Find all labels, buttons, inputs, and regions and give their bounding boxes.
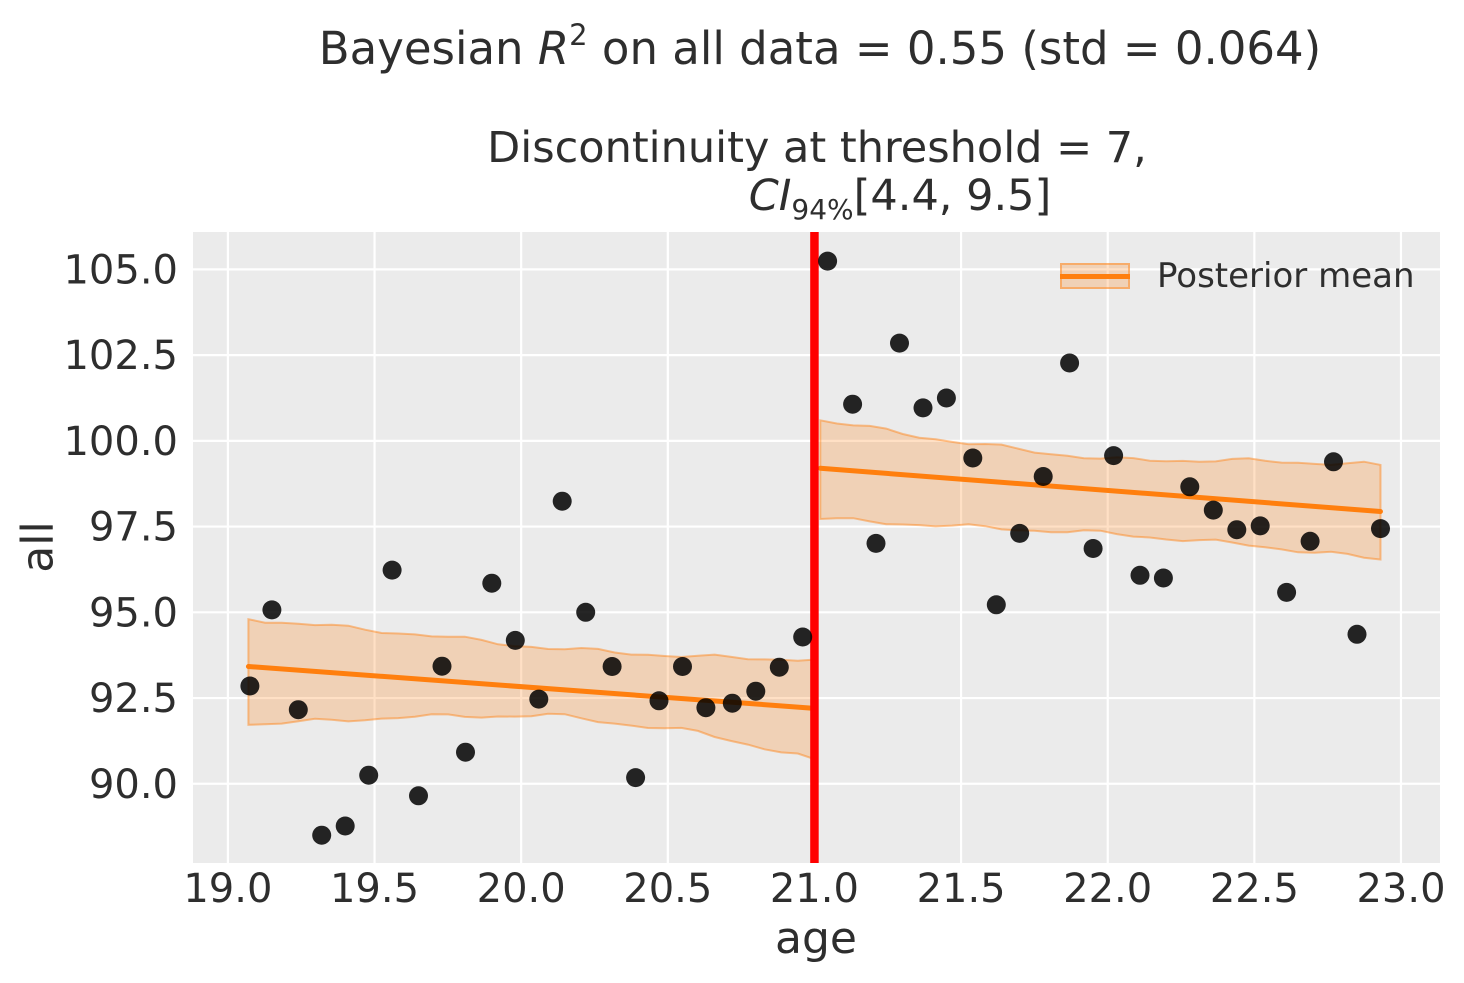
data-point xyxy=(409,786,428,806)
title-suffix: on all data = 0.55 (std = 0.064) xyxy=(587,22,1322,75)
data-point xyxy=(696,698,716,718)
x-tick-labels: 19.0 19.5 20.0 20.5 21.0 21.5 22.0 22.5 23.0 xyxy=(183,866,1445,912)
x-tick-label: 20.5 xyxy=(623,866,712,912)
subtitle-ci-line: CI94%[4.4, 9.5] xyxy=(748,171,1052,226)
data-point xyxy=(818,251,838,271)
legend: Posterior mean xyxy=(1060,252,1415,300)
data-point xyxy=(1371,519,1390,539)
title-prefix: Bayesian xyxy=(318,22,538,75)
data-point xyxy=(1060,353,1080,373)
r-squared-exponent: 2 xyxy=(569,18,588,52)
data-point xyxy=(1203,500,1223,520)
data-point xyxy=(1324,452,1343,472)
data-point xyxy=(673,657,692,676)
data-point xyxy=(626,768,646,788)
x-tick-label: 22.5 xyxy=(1210,866,1299,912)
data-point xyxy=(866,533,886,553)
data-point xyxy=(913,398,933,418)
data-point xyxy=(382,560,402,580)
chart-title: Bayesian R2 on all data = 0.55 (std = 0.… xyxy=(318,18,1322,75)
x-tick-label: 19.5 xyxy=(330,866,419,912)
x-tick-label: 22.0 xyxy=(1063,866,1152,912)
subtitle-line1: Discontinuity at threshold = 7, xyxy=(487,123,1147,173)
data-point xyxy=(288,700,308,720)
legend-label: Posterior mean xyxy=(1157,256,1415,296)
legend-line-swatch xyxy=(1060,273,1130,279)
data-point xyxy=(1277,582,1297,602)
y-tick-label: 90.0 xyxy=(89,762,178,808)
y-tick-label: 92.5 xyxy=(89,676,178,722)
posterior-mean-line xyxy=(817,465,1383,514)
x-tick-label: 20.0 xyxy=(477,866,566,912)
data-point xyxy=(482,573,502,593)
data-point xyxy=(602,657,622,676)
x-tick-label: 21.0 xyxy=(770,866,859,912)
data-point xyxy=(793,627,813,647)
data-point xyxy=(986,595,1006,615)
data-point xyxy=(1104,446,1124,466)
y-tick-label: 102.5 xyxy=(63,333,178,379)
data-point xyxy=(432,656,452,676)
data-point xyxy=(1153,568,1173,588)
y-tick-label: 95.0 xyxy=(89,590,178,636)
data-point xyxy=(890,333,909,353)
ci-subscript: 94% xyxy=(791,193,854,226)
data-point xyxy=(1180,477,1200,497)
y-axis-label: all xyxy=(12,521,64,573)
data-point xyxy=(769,657,789,677)
data-point xyxy=(1347,624,1367,644)
y-tick-labels: 90.0 92.5 95.0 97.5 100.0 102.5 105.0 xyxy=(63,247,178,807)
data-point xyxy=(262,600,282,620)
data-point xyxy=(576,602,596,622)
scatter-points xyxy=(240,251,1390,845)
data-point xyxy=(240,676,260,696)
x-tick-label: 19.0 xyxy=(183,866,272,912)
y-tick-label: 100.0 xyxy=(63,419,178,465)
data-point xyxy=(722,693,742,713)
data-point xyxy=(1300,531,1320,551)
data-point xyxy=(312,825,332,845)
x-tick-label: 23.0 xyxy=(1356,866,1445,912)
data-point xyxy=(649,691,669,711)
data-point xyxy=(456,742,475,762)
data-point xyxy=(505,630,525,650)
data-point xyxy=(1130,565,1150,585)
legend-band-swatch xyxy=(1060,263,1130,289)
ci-interval: [4.4, 9.5] xyxy=(853,171,1052,221)
data-point xyxy=(1083,539,1103,558)
ci-symbol: CI xyxy=(748,171,792,221)
x-axis-label: age xyxy=(775,913,857,964)
data-point xyxy=(1010,523,1030,543)
data-point xyxy=(936,388,956,408)
x-tick-label: 21.5 xyxy=(917,866,1006,912)
y-tick-label: 105.0 xyxy=(63,247,178,293)
data-point xyxy=(359,765,379,785)
data-point xyxy=(963,448,983,468)
data-point xyxy=(529,689,549,709)
y-tick-label: 97.5 xyxy=(89,505,178,551)
posterior-mean-line xyxy=(245,663,817,711)
data-point xyxy=(746,681,766,701)
data-point xyxy=(1227,520,1247,540)
data-point xyxy=(1250,516,1270,536)
data-point xyxy=(335,816,355,836)
data-point xyxy=(1033,467,1053,486)
r-squared-symbol: R xyxy=(537,22,570,75)
data-point xyxy=(552,491,572,511)
data-point xyxy=(843,394,863,414)
